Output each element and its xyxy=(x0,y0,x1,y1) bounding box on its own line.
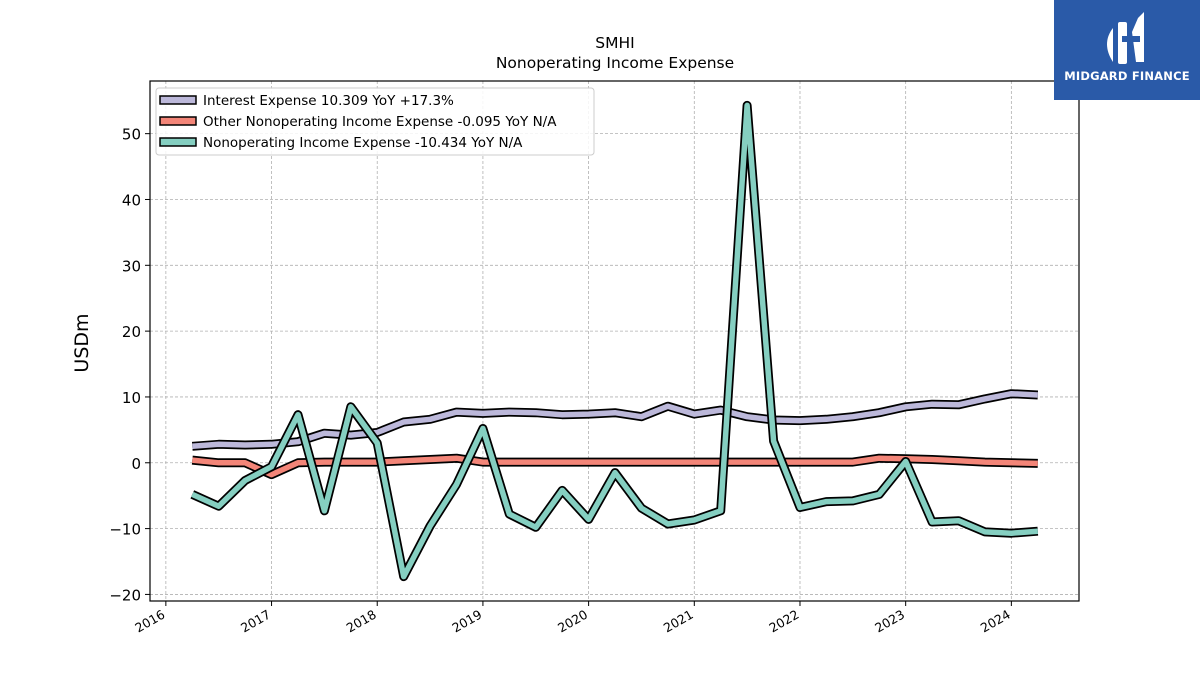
plot-frame xyxy=(149,80,1080,602)
y-tick-label: 50 xyxy=(122,126,141,144)
y-tick-label: 10 xyxy=(122,389,141,407)
brand-name: MIDGARD FINANCE xyxy=(1064,69,1190,83)
legend: Interest Expense 10.309 YoY +17.3% Other … xyxy=(155,87,595,156)
legend-label: Nonoperating Income Expense -10.434 YoY … xyxy=(203,135,523,151)
grid xyxy=(150,81,1079,601)
legend-label: Other Nonoperating Income Expense -0.095… xyxy=(203,114,557,130)
y-tick-label: −20 xyxy=(109,586,141,604)
y-tick-label: 40 xyxy=(122,191,141,209)
x-tick-label: 2021 xyxy=(661,607,696,636)
y-tick-label: −10 xyxy=(109,521,141,539)
x-tick-label: 2020 xyxy=(555,607,590,636)
series-group xyxy=(190,100,1039,582)
series-line-2 xyxy=(191,102,1039,580)
x-tick-label: 2018 xyxy=(344,607,379,636)
legend-swatch xyxy=(159,116,197,126)
legend-swatch xyxy=(159,95,197,105)
series-outline-2 xyxy=(190,100,1039,582)
x-tick-label: 2019 xyxy=(449,607,484,636)
series-outline-0 xyxy=(191,389,1039,451)
brand-logo: MIDGARD FINANCE xyxy=(1054,0,1200,100)
y-axis-label: USDm xyxy=(71,313,93,372)
logo-mark-icon xyxy=(1107,12,1144,64)
x-tick-label: 2024 xyxy=(978,607,1013,636)
y-tick-label: 20 xyxy=(122,323,141,341)
x-tick-label: 2016 xyxy=(132,607,167,636)
legend-box xyxy=(155,87,595,156)
legend-label: Interest Expense 10.309 YoY +17.3% xyxy=(203,93,454,109)
chart-title: SMHI xyxy=(595,34,634,52)
series-line-0 xyxy=(192,390,1038,450)
y-axis-ticks: −20 −10 0 10 20 30 40 50 xyxy=(109,126,150,604)
y-tick-label: 30 xyxy=(122,257,141,275)
y-tick-label: 0 xyxy=(131,455,141,473)
x-axis-ticks: 2016 2017 2018 2019 2020 2021 2022 2023 2024 xyxy=(132,601,1013,636)
chart-subtitle: Nonoperating Income Expense xyxy=(496,54,734,72)
x-tick-label: 2017 xyxy=(238,607,273,636)
x-tick-label: 2022 xyxy=(766,607,801,636)
legend-swatch xyxy=(159,137,197,147)
x-tick-label: 2023 xyxy=(872,607,907,636)
